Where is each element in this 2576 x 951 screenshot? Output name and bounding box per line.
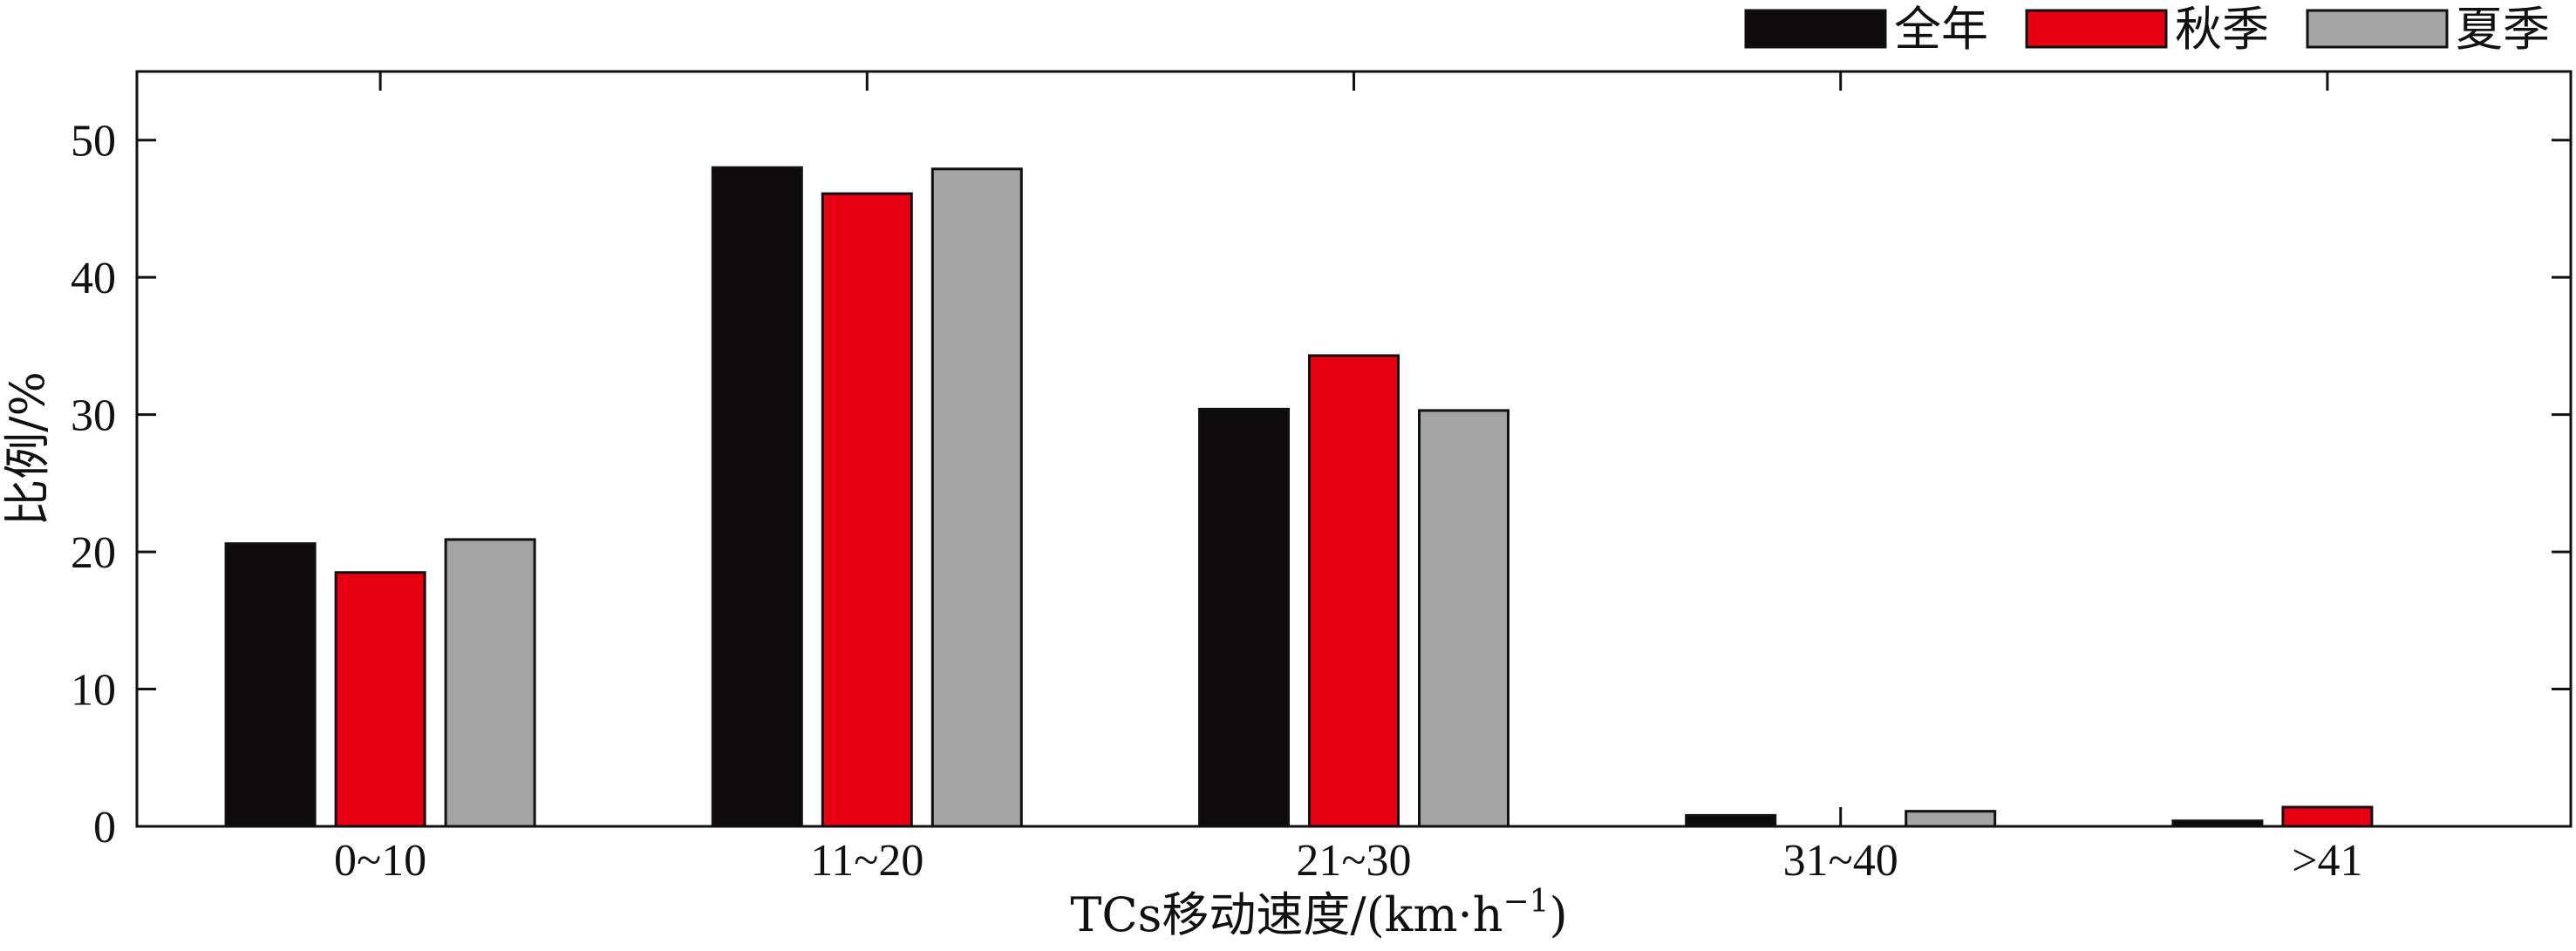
x-tick-label: 11~20 [810,836,923,886]
bar [1685,813,1777,828]
x-axis: 0~10 11~20 21~30 31~40 >41 [334,71,2363,886]
legend-label: 秋季 [2175,2,2269,57]
bar [1308,354,1400,828]
y-tick-label: 20 [71,528,116,578]
x-tick-label: 21~30 [1296,836,1411,886]
bar [1905,810,1997,828]
y-tick-label: 10 [71,666,116,716]
bar-series [334,192,2374,828]
bar-series-group [224,166,2374,828]
x-axis-title-superscript: −1 [1503,884,1550,920]
bar [2171,819,2264,828]
legend-label: 全年 [1894,2,1988,57]
bar [1418,409,1509,828]
legend-swatch [1744,9,1887,49]
x-axis-title-close: ) [1550,887,1568,942]
legend-label: 夏季 [2456,2,2550,57]
bar [444,538,536,828]
legend-swatch [2025,9,2168,49]
x-axis-title: TCs移动速度/(km·h−1) [1070,884,1567,942]
bar [224,542,317,828]
bar [334,571,426,828]
chart-legend: 全年 秋季 夏季 [1744,2,2550,57]
bar [930,167,1023,828]
bar [1198,407,1290,828]
x-tick-label: >41 [2292,836,2362,886]
bar [2281,805,2374,828]
x-axis-title-main: TCs移动速度/(km·h [1070,887,1503,942]
y-axis: 0 10 20 30 40 50 [71,117,2571,853]
x-tick-label: 31~40 [1783,836,1898,886]
y-axis-title: 比例/% [0,371,55,526]
y-tick-label: 40 [71,254,116,303]
y-tick-label: 0 [93,803,116,853]
x-tick-label: 0~10 [334,836,426,886]
bar [821,192,913,828]
legend-swatch [2306,9,2449,49]
y-tick-label: 30 [71,391,116,441]
bar [711,166,803,828]
y-tick-label: 50 [71,117,116,166]
bar-series [444,167,1997,828]
bar-series [224,166,2264,828]
